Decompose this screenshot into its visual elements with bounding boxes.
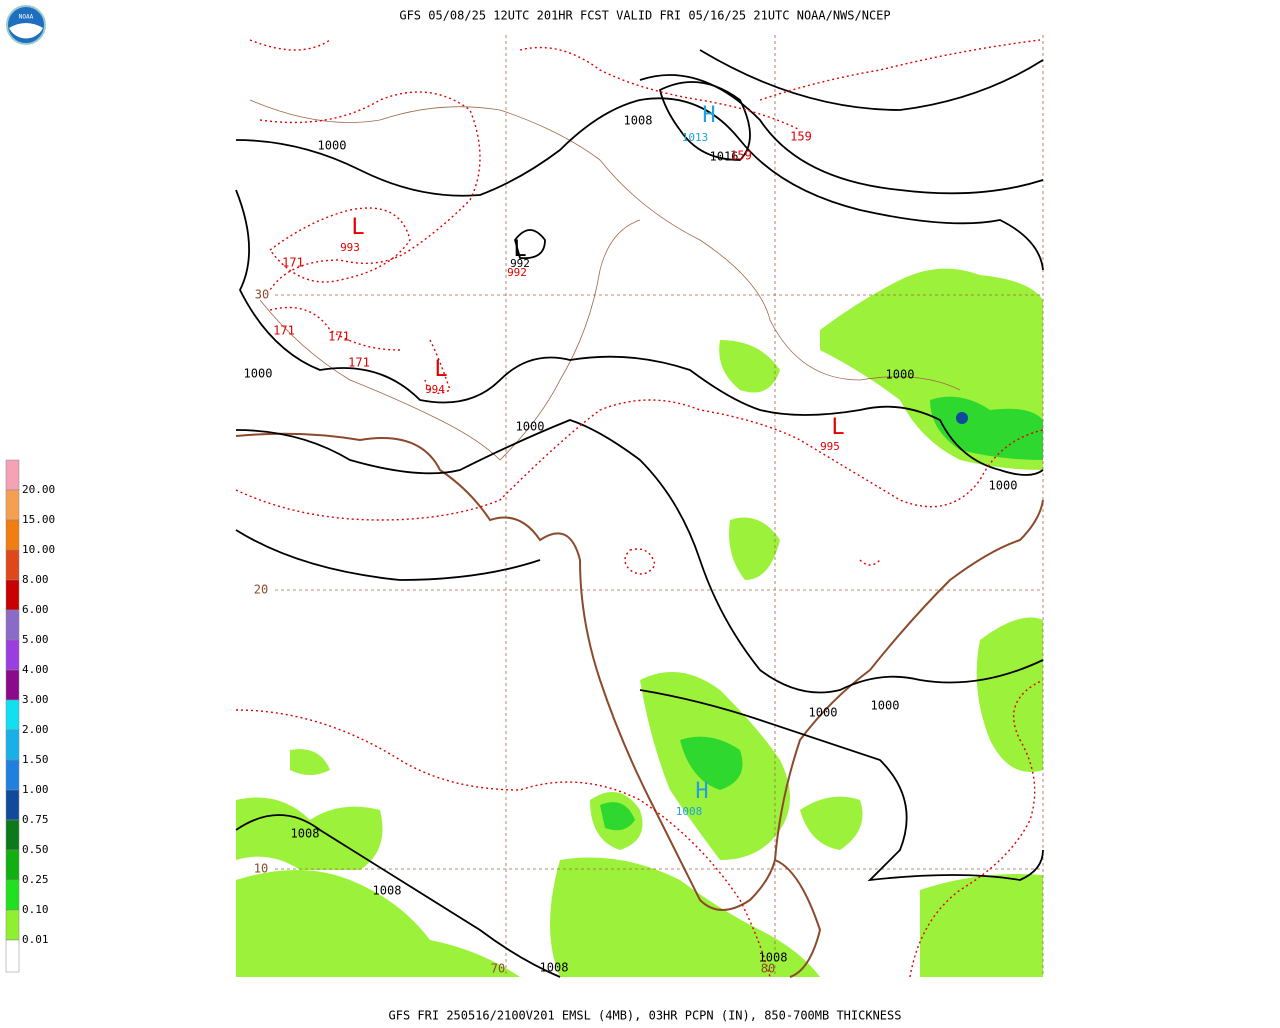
map-label: 171	[273, 324, 295, 338]
map-label: 1000	[989, 479, 1018, 493]
map-label: 1008	[759, 951, 788, 965]
legend-label: 5.00	[22, 633, 49, 646]
map-label: 1000	[516, 420, 545, 434]
legend-label: 0.25	[22, 873, 49, 886]
legend-label: 2.00	[22, 723, 49, 736]
map-label: 1013	[682, 131, 709, 144]
legend-swatch	[5, 819, 20, 851]
map-label: 992	[510, 257, 530, 270]
precip-areas	[236, 268, 1043, 977]
legend-swatch	[5, 729, 20, 761]
legend-swatch	[5, 939, 20, 973]
legend-swatch	[5, 579, 20, 611]
map-area	[235, 35, 1044, 978]
map-label: 993	[340, 241, 360, 254]
legend-label: 15.00	[22, 513, 55, 526]
map-label: 171	[348, 356, 370, 370]
map-label: 992	[507, 266, 527, 279]
map-label: H	[695, 779, 708, 804]
map-label: 159	[790, 130, 812, 144]
legend-label: 0.10	[22, 903, 49, 916]
map-label: 1008	[676, 805, 703, 818]
map-label: 1000	[318, 139, 347, 153]
header-title: GFS 05/08/25 12UTC 201HR FCST VALID FRI …	[399, 9, 890, 23]
coastlines	[235, 99, 1044, 978]
legend-swatch	[5, 549, 20, 581]
logo-text: NOAA	[19, 14, 34, 21]
map-label: 1000	[244, 367, 273, 381]
thickness-contours	[235, 39, 1044, 978]
map-label: 159	[730, 149, 752, 163]
legend-label: 10.00	[22, 543, 55, 556]
legend-label: 20.00	[22, 483, 55, 496]
legend-swatch	[5, 759, 20, 791]
legend-label: 1.00	[22, 783, 49, 796]
map-label: 171	[328, 330, 350, 344]
map-label: L	[513, 237, 526, 262]
legend-label: 0.75	[22, 813, 49, 826]
map-label: 80	[761, 962, 775, 976]
legend-swatch	[5, 489, 20, 521]
lat-lon-grid	[275, 35, 1044, 977]
legend-label: 0.01	[22, 933, 49, 946]
legend-swatch	[5, 519, 20, 551]
map-label: 1008	[540, 961, 569, 975]
legend-label: 4.00	[22, 663, 49, 676]
map-label: L	[831, 415, 844, 440]
map-label: 995	[820, 440, 840, 453]
map-label: 1000	[871, 699, 900, 713]
legend-swatch	[5, 879, 20, 911]
map-label: 30	[255, 288, 269, 302]
map-label: 171	[282, 256, 304, 270]
legend-label: 8.00	[22, 573, 49, 586]
legend-label: 6.00	[22, 603, 49, 616]
legend-swatch	[5, 609, 20, 641]
map-label: 1000	[809, 706, 838, 720]
footer-caption: GFS FRI 250516/2100V201 EMSL (4MB), 03HR…	[389, 1009, 902, 1023]
noaa-logo: NOAA	[6, 5, 46, 45]
legend-swatch	[5, 699, 20, 731]
legend-swatch	[5, 789, 20, 821]
legend-swatch	[5, 909, 20, 941]
legend: 20.00 15.00 10.00 8.00 6.00 5.00 4.00 3.00 2.00 1…	[5, 459, 55, 973]
legend-label: 3.00	[22, 693, 49, 706]
map-label: 994	[425, 383, 445, 396]
legend-label: 0.50	[22, 843, 49, 856]
map-label: 1016	[710, 150, 739, 164]
map-label: L	[434, 357, 447, 382]
map-label: 1000	[886, 368, 915, 382]
map-label: 1008	[624, 114, 653, 128]
legend-swatch	[5, 849, 20, 881]
legend-label: 1.50	[22, 753, 49, 766]
map-label: L	[351, 215, 364, 240]
legend-swatch	[5, 639, 20, 671]
map-label: 10	[254, 862, 268, 876]
map-label: 1008	[373, 884, 402, 898]
map-label: 70	[491, 962, 505, 976]
legend-swatch	[5, 459, 20, 491]
legend-swatch	[5, 669, 20, 701]
map-label: 20	[254, 583, 268, 597]
map-label: 1008	[291, 827, 320, 841]
map-label: H	[702, 103, 715, 128]
isobars	[235, 49, 1044, 978]
